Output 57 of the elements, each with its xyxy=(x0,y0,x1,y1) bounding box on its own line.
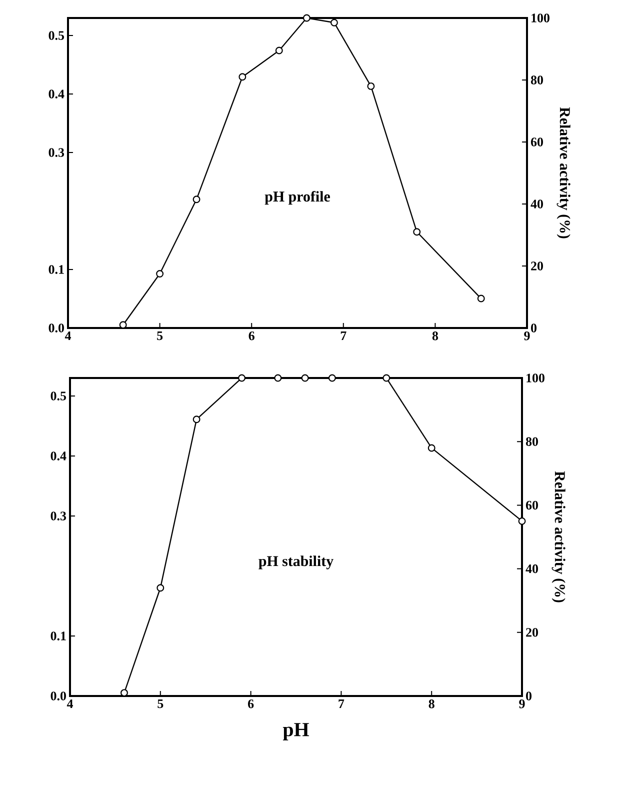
y2-tick-label: 80 xyxy=(526,437,538,446)
point xyxy=(156,584,164,592)
x-tick-label: 8 xyxy=(432,332,438,340)
point xyxy=(518,517,526,525)
point xyxy=(328,374,336,382)
y-tick-label: 0.5 xyxy=(48,31,64,40)
point xyxy=(192,196,200,204)
x-axis-title: pH xyxy=(282,723,309,740)
y-tick-label: 0.1 xyxy=(48,265,64,274)
point xyxy=(156,270,164,278)
x-tick-label: 9 xyxy=(519,700,525,708)
annotation: pH profile xyxy=(264,190,330,205)
y-tick-label: 0.0 xyxy=(48,324,64,332)
y2-tick-label: 60 xyxy=(530,138,543,146)
x-tick-label: 8 xyxy=(428,700,434,708)
y2-tick-label: 100 xyxy=(532,14,550,22)
y2-tick-label: 60 xyxy=(526,500,538,510)
x-tick-label: 7 xyxy=(338,700,344,708)
y2-axis-title: Relative activity (%) xyxy=(552,471,566,602)
point xyxy=(477,294,485,302)
point xyxy=(428,444,436,452)
point xyxy=(275,46,283,54)
y-tick-label: 0.1 xyxy=(50,632,66,640)
y-tick-label: 0.3 xyxy=(48,148,64,157)
y2-tick-label: 40 xyxy=(526,564,538,574)
y2-tick-label: 20 xyxy=(526,628,538,637)
y2-axis-title: Relative activity (%) xyxy=(556,107,570,238)
point xyxy=(413,228,421,236)
x-tick-label: 5 xyxy=(157,332,163,340)
y-tick-label: 0.3 xyxy=(50,512,66,520)
x-tick-label: 5 xyxy=(158,700,164,708)
point xyxy=(301,374,309,382)
annotation: pH stability xyxy=(258,556,334,570)
x-tick-label: 4 xyxy=(66,700,73,708)
point xyxy=(330,18,338,26)
x-tick-label: 6 xyxy=(248,332,254,340)
point xyxy=(302,14,310,22)
y-tick-label: 0.4 xyxy=(50,452,66,460)
point xyxy=(382,374,390,382)
y2-tick-label: 0 xyxy=(526,692,532,700)
y2-tick-label: 80 xyxy=(530,76,543,84)
y-tick-label: 0.0 xyxy=(50,692,66,700)
point xyxy=(238,73,246,81)
point xyxy=(238,374,246,382)
x-tick-label: 9 xyxy=(524,332,530,340)
y2-tick-label: 100 xyxy=(526,374,544,382)
y-tick-label: 0.5 xyxy=(50,392,66,400)
x-tick-label: 6 xyxy=(248,700,254,708)
x-tick-label: 4 xyxy=(64,332,71,340)
y2-tick-label: 20 xyxy=(531,262,543,270)
x-tick-label: 7 xyxy=(340,332,346,340)
point xyxy=(192,416,200,424)
y2-tick-label: 0 xyxy=(531,324,537,332)
point xyxy=(274,374,282,382)
y2-tick-label: 40 xyxy=(530,200,543,208)
point xyxy=(367,82,375,90)
y-tick-label: 0.4 xyxy=(48,90,64,98)
